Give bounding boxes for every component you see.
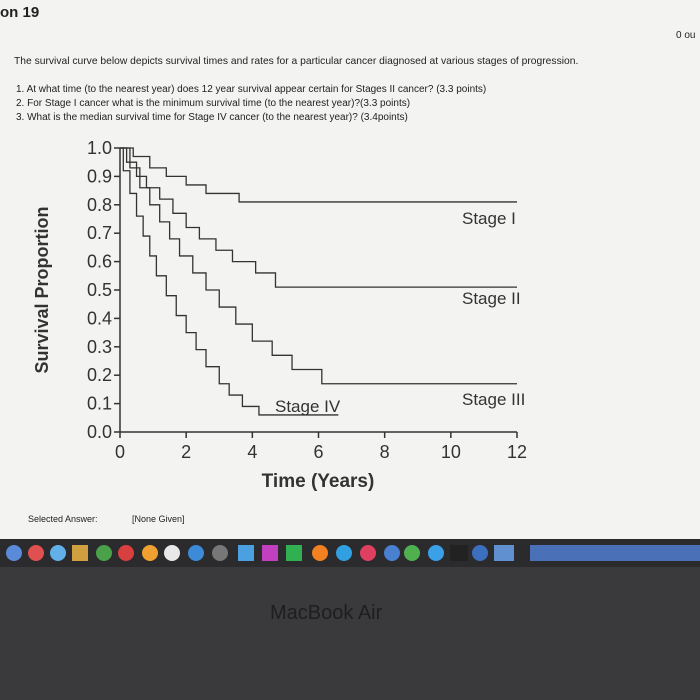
y-tick-label: 0.1	[87, 394, 112, 414]
x-tick-label: 12	[507, 442, 527, 462]
question-title: on 19	[0, 4, 40, 21]
x-tick-label: 10	[441, 442, 461, 462]
series-label: Stage III	[462, 390, 525, 409]
question-item: 1. At what time (to the nearest year) do…	[16, 84, 487, 95]
survival-curve	[120, 147, 517, 203]
series-label: Stage I	[462, 209, 516, 228]
dock	[0, 539, 700, 567]
survival-curve	[120, 147, 339, 416]
y-tick-label: 0.3	[87, 337, 112, 357]
x-tick-label: 0	[115, 442, 125, 462]
y-axis-label: Survival Proportion	[32, 206, 52, 373]
x-tick-label: 8	[380, 442, 390, 462]
y-tick-label: 0.8	[87, 195, 112, 215]
answer-value: [None Given]	[132, 514, 185, 524]
chart: Survival Proportion Time (Years) 0.0 0.1 0…	[32, 138, 527, 492]
x-axis-label: Time (Years)	[262, 471, 375, 492]
answer-label: Selected Answer:	[28, 514, 98, 524]
y-tick-label: 0.6	[87, 252, 112, 272]
survival-curve	[120, 147, 517, 288]
laptop-brand: MacBook Air	[270, 602, 383, 624]
y-tick-label: 0.9	[87, 166, 112, 186]
y-tick-label: 0.0	[87, 422, 112, 442]
series-label: Stage IV	[275, 397, 341, 416]
x-tick-label: 6	[313, 442, 323, 462]
y-tick-label: 0.4	[87, 308, 112, 328]
survival-curve	[120, 147, 517, 385]
question-item: 2. For Stage I cancer what is the minimu…	[16, 98, 411, 109]
y-tick-label: 0.7	[87, 223, 112, 243]
question-item: 3. What is the median survival time for …	[16, 112, 408, 123]
points: 0 ou	[676, 30, 696, 41]
y-tick-label: 0.2	[87, 365, 112, 385]
dock-icons	[6, 545, 700, 561]
intro: The survival curve below depicts surviva…	[14, 56, 579, 67]
series-label: Stage II	[462, 289, 521, 308]
y-tick-label: 1.0	[87, 138, 112, 158]
screen: on 19 0 ou The survival curve below depi…	[0, 0, 700, 540]
y-tick-label: 0.5	[87, 280, 112, 300]
x-tick-label: 4	[247, 442, 257, 462]
x-tick-label: 2	[181, 442, 191, 462]
